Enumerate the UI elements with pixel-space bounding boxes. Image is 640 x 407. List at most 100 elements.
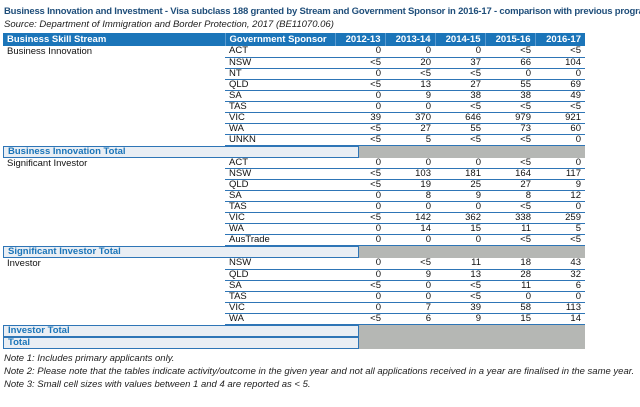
value-cell: 55 bbox=[435, 123, 485, 135]
value-cell: 39 bbox=[335, 112, 385, 124]
sponsor-label: NT bbox=[225, 68, 335, 80]
value-cell: <5 bbox=[385, 68, 435, 80]
value-cell: <5 bbox=[335, 134, 385, 146]
value-cell: <5 bbox=[535, 234, 585, 246]
value-cell: 20 bbox=[385, 57, 435, 69]
sponsor-label: UNKN bbox=[225, 134, 335, 146]
value-cell: 0 bbox=[385, 280, 435, 292]
table-row: TAS 0 0 <5 0 0 bbox=[3, 291, 585, 303]
value-cell: 0 bbox=[335, 68, 385, 80]
value-cell: 0 bbox=[335, 302, 385, 314]
value-cell: 0 bbox=[335, 101, 385, 113]
value-cell: 0 bbox=[535, 157, 585, 169]
section-total-row-cell: Investor Total bbox=[3, 324, 585, 337]
value-cell: 11 bbox=[485, 280, 535, 292]
value-cell: 7 bbox=[385, 302, 435, 314]
value-cell: 14 bbox=[535, 313, 585, 325]
sponsor-label: QLD bbox=[225, 79, 335, 91]
table-row: Investor NSW 0 <5 11 18 43 bbox=[3, 258, 585, 270]
value-cell: 60 bbox=[535, 123, 585, 135]
value-cell: 0 bbox=[385, 157, 435, 169]
value-cell: <5 bbox=[485, 157, 535, 169]
value-cell: 0 bbox=[335, 201, 385, 213]
sponsor-label: VIC bbox=[225, 112, 335, 124]
value-cell: 0 bbox=[385, 101, 435, 113]
sponsor-label: ACT bbox=[225, 46, 335, 58]
table-row: TAS 0 0 <5 <5 <5 bbox=[3, 101, 585, 113]
value-cell: <5 bbox=[485, 234, 535, 246]
section-total-row: Investor Total bbox=[3, 324, 585, 337]
value-cell: 58 bbox=[485, 302, 535, 314]
value-cell: 39 bbox=[435, 302, 485, 314]
table-row: SA <5 0 <5 11 6 bbox=[3, 280, 585, 292]
report-source: Source: Department of Immigration and Bo… bbox=[4, 19, 334, 30]
section-total-row-wrap: Significant Investor Total bbox=[3, 246, 585, 258]
column-header-2012-13: 2012-13 bbox=[334, 33, 385, 46]
value-cell: 103 bbox=[385, 168, 435, 180]
sponsor-label: VIC bbox=[225, 212, 335, 224]
value-cell: 0 bbox=[335, 190, 385, 202]
value-cell: 921 bbox=[535, 112, 585, 124]
sponsor-label: AusTrade bbox=[225, 234, 335, 246]
sponsor-label: QLD bbox=[225, 269, 335, 281]
section-total-row-label: Investor Total bbox=[3, 324, 359, 337]
value-cell: 9 bbox=[385, 269, 435, 281]
section-total-row: Significant Investor Total bbox=[3, 246, 585, 258]
value-cell: 0 bbox=[435, 234, 485, 246]
value-cell: 5 bbox=[535, 223, 585, 235]
sponsor-label: TAS bbox=[225, 201, 335, 213]
section-total-row-label: Business Innovation Total bbox=[3, 145, 359, 158]
value-cell: 32 bbox=[535, 269, 585, 281]
value-cell: 259 bbox=[535, 212, 585, 224]
value-cell: 0 bbox=[385, 234, 435, 246]
value-cell: <5 bbox=[435, 101, 485, 113]
table-row: VIC 39 370 646 979 921 bbox=[3, 112, 585, 124]
section-total-row-grey-area bbox=[359, 145, 585, 158]
value-cell: <5 bbox=[335, 123, 385, 135]
value-cell: 0 bbox=[385, 46, 435, 58]
value-cell: 66 bbox=[485, 57, 535, 69]
value-cell: 11 bbox=[485, 223, 535, 235]
value-cell: <5 bbox=[485, 46, 535, 58]
value-cell: 0 bbox=[485, 291, 535, 303]
table-row: SA 0 8 9 8 12 bbox=[3, 190, 585, 202]
value-cell: 0 bbox=[485, 68, 535, 80]
value-cell: 0 bbox=[435, 46, 485, 58]
sponsor-label: WA bbox=[225, 223, 335, 235]
value-cell: 9 bbox=[435, 313, 485, 325]
sponsor-label: TAS bbox=[225, 101, 335, 113]
section-total-row-cell: Business Innovation Total bbox=[3, 145, 585, 158]
notes-section: Note 1: Includes primary applicants only… bbox=[4, 352, 640, 391]
value-cell: <5 bbox=[485, 101, 535, 113]
value-cell: 38 bbox=[485, 90, 535, 102]
value-cell: 25 bbox=[435, 179, 485, 191]
value-cell: 0 bbox=[335, 291, 385, 303]
section-total-row-wrap: Business Innovation Total bbox=[3, 145, 585, 158]
section-total-row-wrap: Investor Total bbox=[3, 324, 585, 337]
table-row: Business Innovation ACT 0 0 0 <5 <5 bbox=[3, 46, 585, 58]
value-cell: 69 bbox=[535, 79, 585, 91]
value-cell: <5 bbox=[385, 258, 435, 270]
table-body: Business Innovation ACT 0 0 0 <5 <5 NSW <5 20 37 66… bbox=[3, 46, 585, 349]
table-row: VIC <5 142 362 338 259 bbox=[3, 212, 585, 224]
value-cell: 164 bbox=[485, 168, 535, 180]
value-cell: 27 bbox=[435, 79, 485, 91]
value-cell: 73 bbox=[485, 123, 535, 135]
value-cell: 14 bbox=[385, 223, 435, 235]
value-cell: 0 bbox=[535, 291, 585, 303]
value-cell: 113 bbox=[535, 302, 585, 314]
value-cell: <5 bbox=[435, 291, 485, 303]
value-cell: 27 bbox=[385, 123, 435, 135]
table-row: VIC 0 7 39 58 113 bbox=[3, 302, 585, 314]
value-cell: 0 bbox=[535, 201, 585, 213]
value-cell: <5 bbox=[335, 79, 385, 91]
sponsor-label: NSW bbox=[225, 168, 335, 180]
column-header-stream: Business Skill Stream bbox=[3, 33, 225, 46]
table-header: Business Skill Stream Government Sponsor… bbox=[3, 33, 585, 46]
value-cell: 11 bbox=[435, 258, 485, 270]
value-cell: <5 bbox=[535, 101, 585, 113]
value-cell: 19 bbox=[385, 179, 435, 191]
value-cell: 0 bbox=[535, 134, 585, 146]
sponsor-label: NSW bbox=[225, 258, 335, 270]
value-cell: 12 bbox=[535, 190, 585, 202]
